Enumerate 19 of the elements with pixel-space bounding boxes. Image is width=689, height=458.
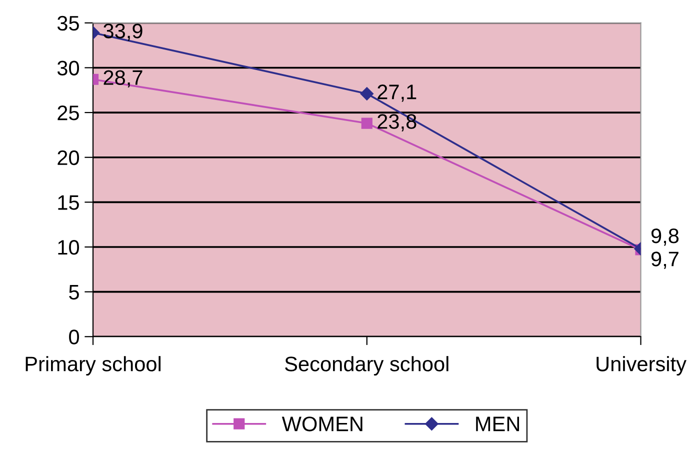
y-tick-label: 10 <box>58 240 80 255</box>
data-label: 9,7 <box>651 252 678 269</box>
x-tick-label: Primary school <box>26 356 161 376</box>
y-tick-label: 0 <box>69 330 80 344</box>
y-tick-label: 20 <box>58 150 80 166</box>
y-tick-label: 30 <box>57 60 80 76</box>
x-tick-label: University <box>596 356 686 376</box>
y-tick-label: 25 <box>58 106 79 120</box>
data-label: 33,9 <box>104 24 142 41</box>
legend-label: WOMEN <box>282 416 362 432</box>
y-tick-label: 15 <box>58 195 79 210</box>
data-label: 23,8 <box>378 114 416 132</box>
y-tick-label: 5 <box>69 285 79 300</box>
data-label: 27,1 <box>378 84 416 102</box>
data-label: 9,8 <box>651 228 679 246</box>
x-tick-label: Secondary school <box>285 356 448 376</box>
legend-label: MEN <box>476 416 520 432</box>
data-label: 28,7 <box>104 70 142 88</box>
y-tick-label: 35 <box>57 16 79 31</box>
